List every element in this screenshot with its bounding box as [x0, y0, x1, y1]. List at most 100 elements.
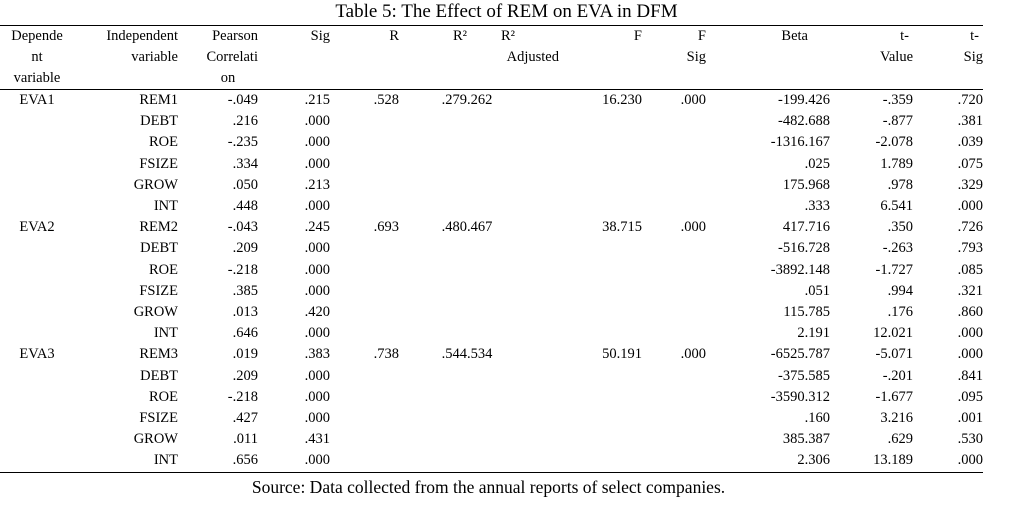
cell-r-squared: .480 [441, 219, 467, 236]
cell-f [527, 175, 642, 196]
cell-dependent-variable [0, 366, 74, 387]
cell-r-squared [399, 323, 467, 344]
cell-f [527, 323, 642, 344]
cell-t-value: -.201 [882, 367, 913, 384]
cell-sig: .420 [304, 304, 330, 321]
cell-f [527, 196, 642, 217]
cell-r-squared-adjusted: .262 [467, 92, 493, 108]
cell-f-sig [642, 323, 706, 344]
cell-r-squared [399, 450, 467, 473]
cell-f [527, 111, 642, 132]
cell-sig: .213 [304, 176, 330, 193]
cell-f-sig [642, 281, 706, 302]
cell-r-squared-adjusted [467, 260, 527, 281]
cell-pearson-correlation: -.235 [227, 134, 258, 151]
cell-dependent-variable [0, 111, 74, 132]
cell-r [330, 260, 399, 281]
cell-sig: .000 [304, 240, 330, 257]
cell-r-squared [399, 387, 467, 408]
cell-r-squared-adjusted [467, 366, 527, 387]
cell-dependent-variable [0, 387, 74, 408]
cell-sig: .000 [304, 388, 330, 405]
cell-r-squared-adjusted [467, 175, 527, 196]
cell-f-sig [642, 175, 706, 196]
table-row: INT .448 .000 .333 6.541 .000 [0, 196, 983, 217]
table-row: EVA1 REM1 -.049 .215 .528 .279.262 16.230 .000 -… [0, 90, 983, 112]
table-row: FSIZE .427 .000 .160 3.216 .001 [0, 408, 983, 429]
cell-beta: .025 [804, 155, 830, 172]
cell-t-value: -1.677 [875, 388, 913, 405]
table-row: FSIZE .334 .000 .025 1.789 .075 [0, 154, 983, 175]
cell-sig: .000 [304, 367, 330, 384]
cell-pearson-correlation: .656 [178, 450, 258, 473]
cell-sig: .383 [304, 346, 330, 363]
cell-independent-variable: REM2 [139, 219, 178, 236]
cell-f-sig [642, 260, 706, 281]
cell-beta: -375.585 [778, 367, 830, 384]
cell-f: 50.191 [602, 346, 642, 363]
cell-beta: -482.688 [778, 113, 830, 130]
cell-independent-variable: REM1 [139, 92, 178, 108]
cell-f [527, 429, 642, 450]
table-row: FSIZE .385 .000 .051 .994 .321 [0, 281, 983, 302]
cell-pearson-correlation: .019 [232, 346, 258, 363]
cell-r-squared-adjusted [467, 111, 527, 132]
cell-f-sig [642, 450, 706, 473]
regression-table: Depende nt variable Independent variable… [0, 25, 983, 473]
cell-sig: .000 [304, 155, 330, 172]
cell-t-value: -.359 [882, 92, 913, 108]
header-pearson-correlation: Pearson Correlati on [178, 25, 258, 90]
cell-t-sig: .860 [957, 304, 983, 321]
cell-sig: .000 [304, 325, 330, 342]
cell-sig: .000 [304, 410, 330, 427]
cell-r-squared-adjusted [467, 429, 527, 450]
cell-r [330, 366, 399, 387]
cell-sig: .215 [304, 92, 330, 108]
cell-pearson-correlation: .385 [232, 282, 258, 299]
cell-sig: .000 [304, 282, 330, 299]
header-row: Depende nt variable Independent variable… [0, 25, 983, 90]
cell-r-squared [399, 302, 467, 323]
cell-r [330, 196, 399, 217]
table-row: ROE -.218 .000 -3590.312 -1.677 .095 [0, 387, 983, 408]
table-row: ROE -.218 .000 -3892.148 -1.727 .085 [0, 260, 983, 281]
cell-f-sig [642, 196, 706, 217]
cell-t-value: 6.541 [880, 198, 913, 215]
cell-beta: 175.968 [782, 176, 830, 193]
cell-r-squared-adjusted [467, 450, 527, 473]
cell-sig: .000 [304, 134, 330, 151]
cell-sig: .245 [304, 219, 330, 236]
cell-f-sig [642, 302, 706, 323]
cell-r-squared [399, 175, 467, 196]
cell-f [527, 132, 642, 153]
cell-dependent-variable: EVA2 [19, 219, 55, 236]
cell-pearson-correlation: .050 [232, 176, 258, 193]
table-row: GROW .050 .213 175.968 .978 .329 [0, 175, 983, 196]
cell-t-value: .350 [887, 219, 913, 236]
cell-f-sig [642, 111, 706, 132]
table-row: INT .646 .000 2.191 12.021 .000 [0, 323, 983, 344]
table-body: EVA1 REM1 -.049 .215 .528 .279.262 16.230 .000 -… [0, 90, 983, 473]
cell-pearson-correlation: -.043 [227, 219, 258, 236]
cell-dependent-variable [0, 238, 74, 259]
cell-dependent-variable [0, 323, 74, 344]
cell-r [330, 238, 399, 259]
cell-f [527, 154, 642, 175]
cell-t-value: 12.021 [873, 325, 913, 342]
cell-r-squared: .544 [441, 346, 467, 363]
cell-t-sig: .075 [957, 155, 983, 172]
cell-t-sig: .000 [957, 346, 983, 363]
cell-r-squared [399, 366, 467, 387]
cell-pearson-correlation: -.049 [227, 92, 258, 108]
header-dependent-variable: Depende nt variable [0, 25, 74, 90]
cell-f [527, 238, 642, 259]
cell-r [330, 154, 399, 175]
cell-r [330, 302, 399, 323]
cell-f [527, 387, 642, 408]
header-sig: Sig [258, 25, 330, 90]
header-t-sig: t- Sig [913, 25, 983, 90]
cell-f [527, 260, 642, 281]
cell-r [330, 281, 399, 302]
cell-independent-variable: DEBT [140, 367, 178, 384]
table-row: DEBT .209 .000 -516.728 -.263 .793 [0, 238, 983, 259]
